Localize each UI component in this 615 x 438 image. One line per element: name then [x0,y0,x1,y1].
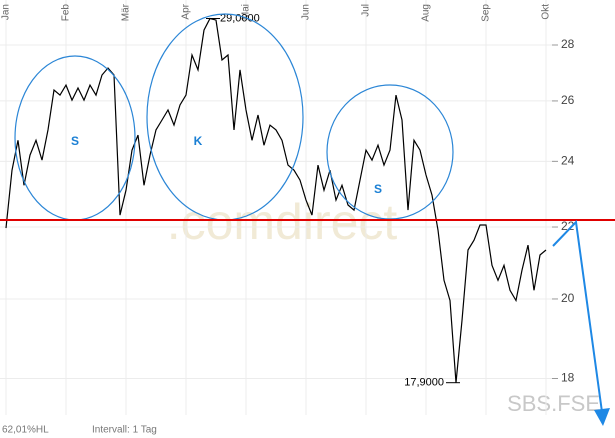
value-label: 29,0000 [220,12,260,24]
x-tick-label: Mär [121,3,132,21]
value-label: 17,9000 [404,377,444,389]
y-tick-label: 24 [561,154,575,168]
x-tick-label: Feb [61,4,72,22]
y-tick-label: 26 [561,93,575,107]
arrow-head [594,408,610,426]
annotation: S [71,134,79,148]
y-tick-label: 18 [561,371,575,385]
x-tick-label: Apr [181,3,192,19]
x-tick-label: Aug [421,4,432,22]
y-tick-label: 20 [561,291,575,305]
footer-interval: Intervall: 1 Tag [92,425,157,436]
symbol: SBS.FSE [507,391,600,416]
x-tick-label: Mai [241,4,252,20]
x-tick-label: Jan [1,4,12,20]
annotation: K [194,134,203,148]
y-tick-label: 22 [561,219,575,233]
x-tick-label: Jul [361,4,372,17]
trend-arrow [552,219,603,413]
x-tick-label: Okt [541,4,552,20]
y-tick-label: 28 [561,37,575,51]
plot: 18 20 22 24 26 28 Jan Feb Mär Apr Mai Jun Jul Aug Sep O… [0,0,575,415]
watermark: .comdirect [167,194,398,250]
x-tick-label: Jun [301,4,312,20]
footer-range: 62,01%HL [2,425,49,436]
x-tick-label: Sep [481,4,492,22]
annotation: S [374,182,382,196]
